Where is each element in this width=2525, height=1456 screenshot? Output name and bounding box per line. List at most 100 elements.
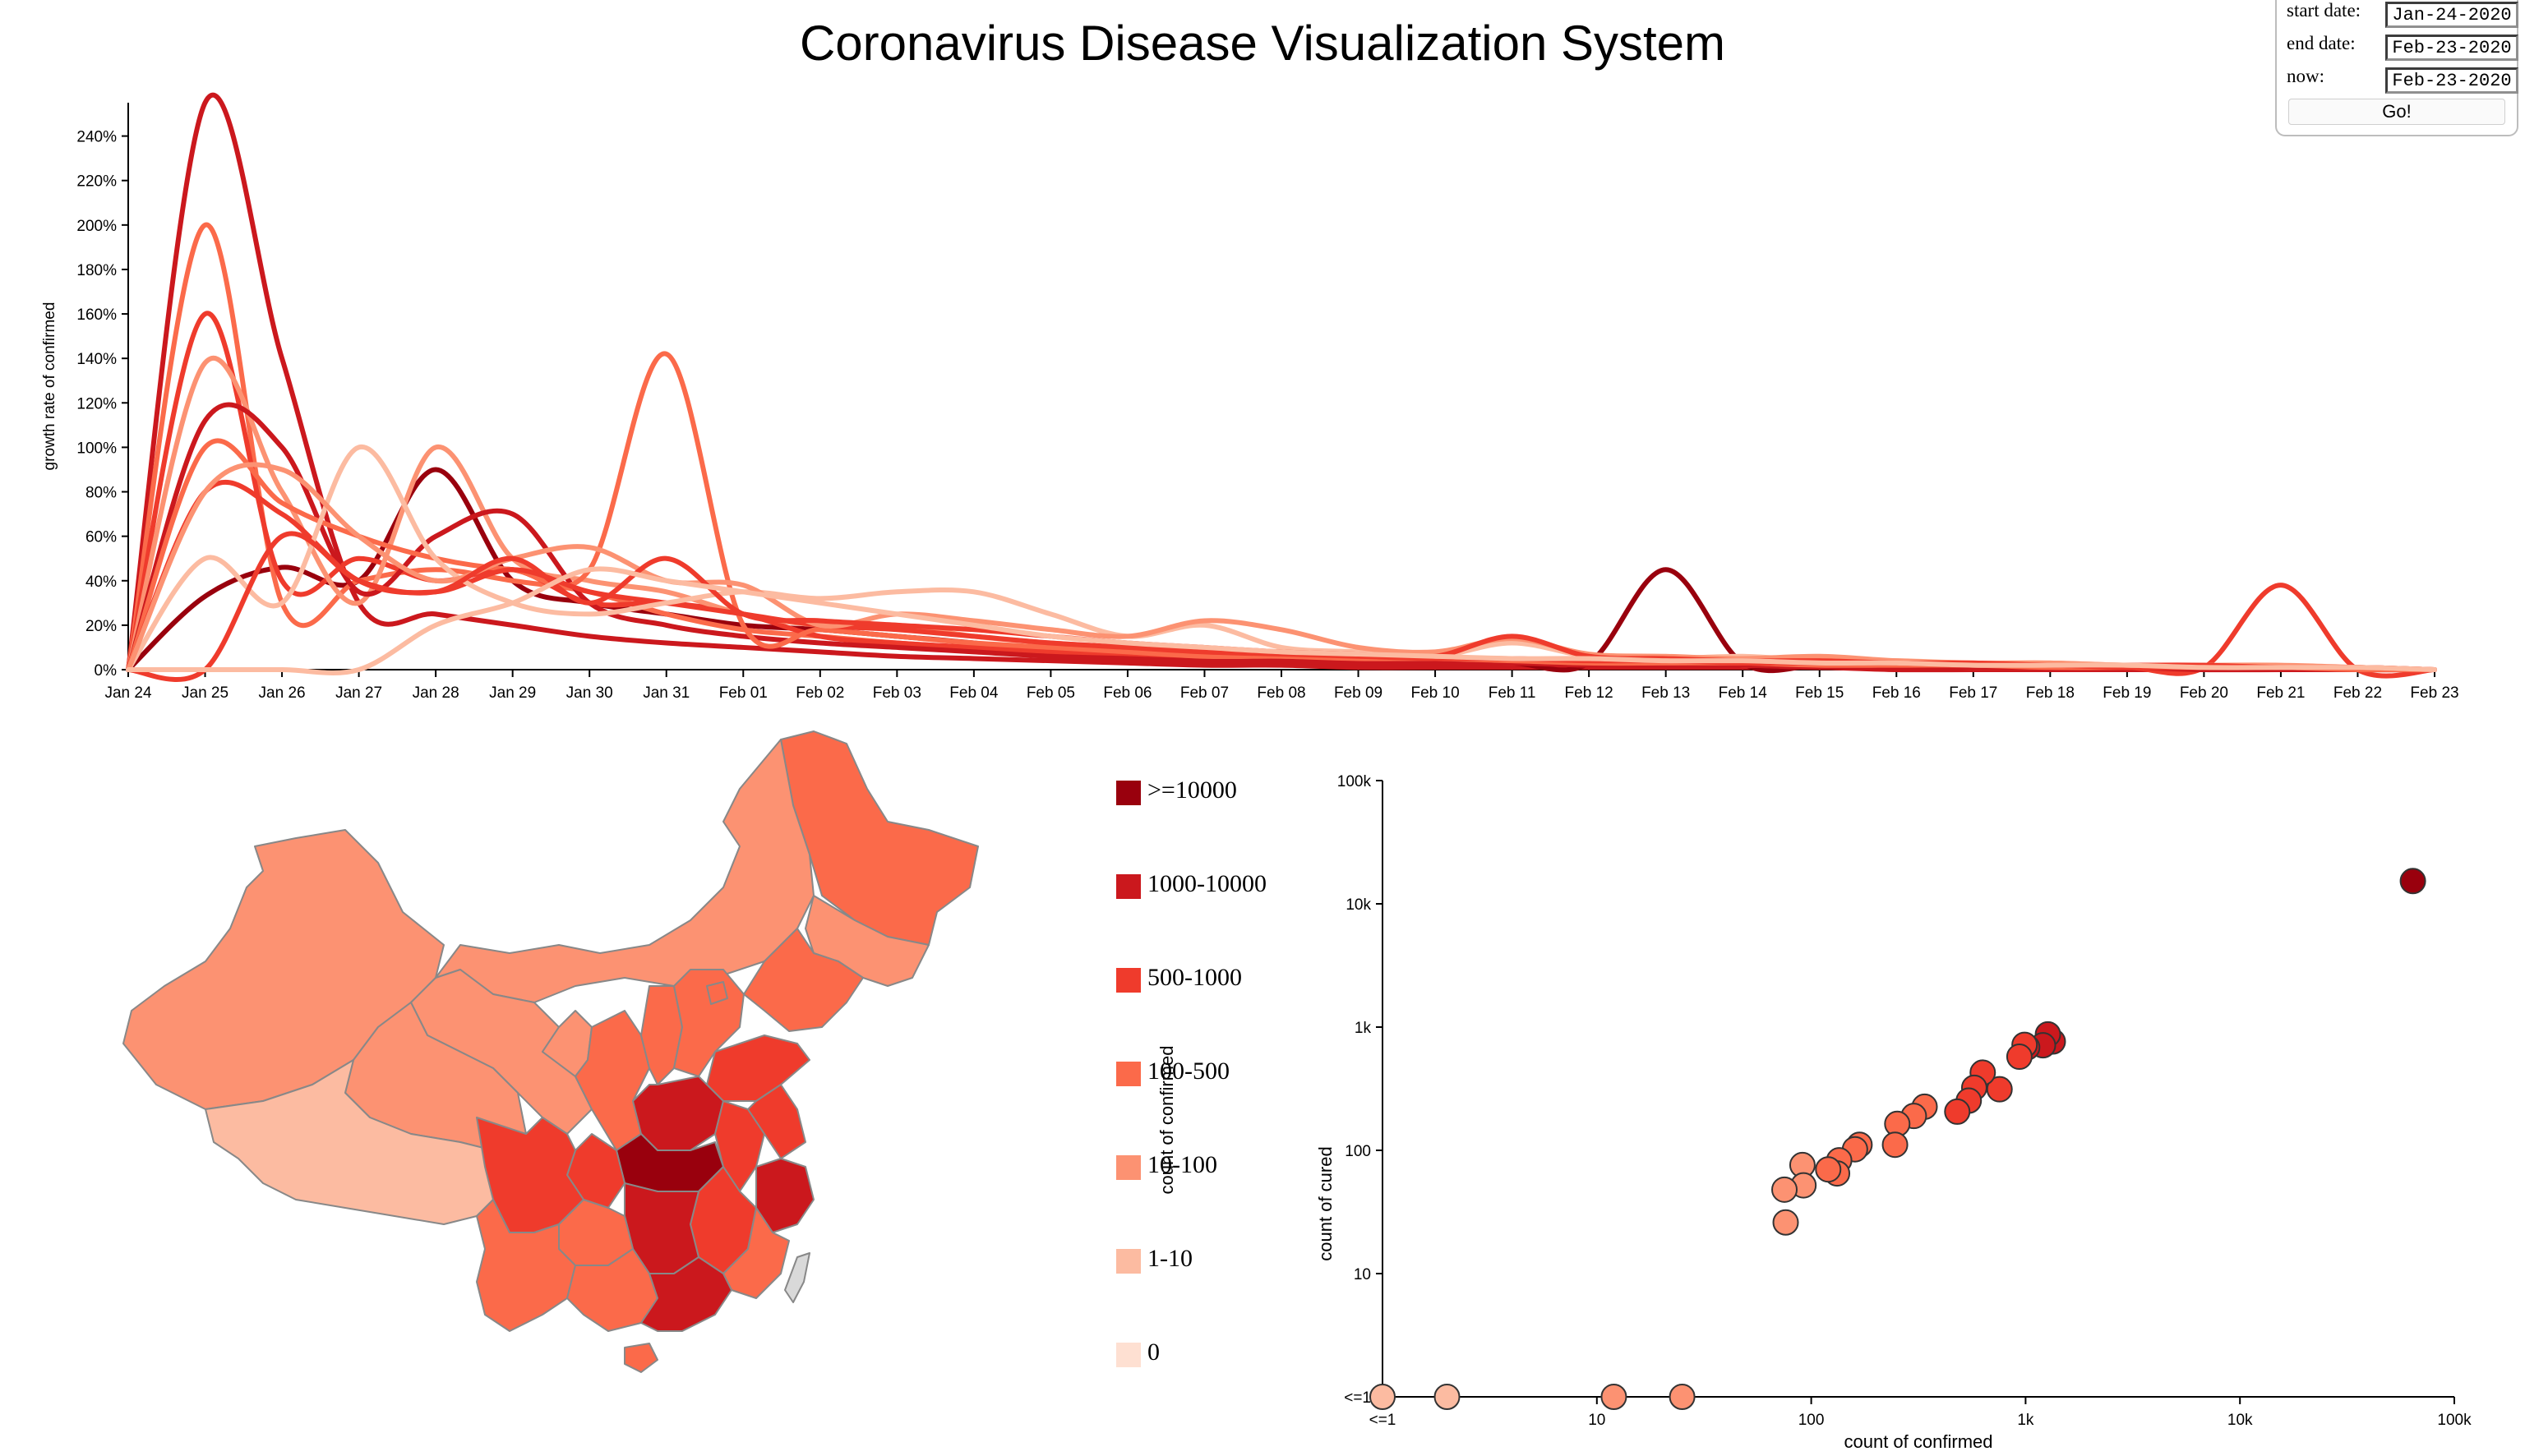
scatter-point-26[interactable] <box>1433 1384 1461 1410</box>
scatter-x-tick-label: <=1 <box>1369 1412 1396 1429</box>
line-chart-x-tick-label: Feb 17 <box>1949 684 1997 702</box>
line-chart-x-tick-label: Feb 23 <box>2410 684 2458 702</box>
line-chart-x-tick-label: Jan 25 <box>182 684 228 702</box>
start-date-label: start date: <box>2287 0 2361 21</box>
line-chart-x-tick-label: Feb 12 <box>1565 684 1613 702</box>
scatter-x-tick-label: 10 <box>1588 1412 1605 1429</box>
line-chart-y-axis-label: growth rate of confirmed <box>41 302 58 471</box>
scatter-y-tick-label: 100k <box>1337 773 1372 790</box>
line-chart-x-tick-label: Feb 06 <box>1103 684 1152 702</box>
line-chart-y-tick-label: 140% <box>76 351 117 368</box>
line-chart-x-tick-label: Feb 07 <box>1180 684 1229 702</box>
scatter-y-tick-label: 100 <box>1345 1143 1371 1160</box>
line-chart-y-tick-label: 240% <box>76 129 117 146</box>
scatter-point-25[interactable] <box>1369 1384 1396 1410</box>
legend-label-5: 1-10 <box>1147 1245 1193 1272</box>
end-date-input[interactable] <box>2385 35 2518 61</box>
scatter-x-tick-label: 10k <box>2227 1412 2253 1429</box>
now-date-input[interactable] <box>2385 67 2518 94</box>
legend-swatch-1 <box>1116 874 1141 899</box>
scatter-y-axis-label: count of cured <box>1315 1146 1336 1260</box>
line-chart-y-tick-label: 180% <box>76 262 117 279</box>
legend-label-6: 0 <box>1147 1339 1160 1366</box>
start-date-input[interactable] <box>2385 2 2518 28</box>
map-region-beijing[interactable] <box>706 981 728 1005</box>
map-region-jiangsu[interactable] <box>747 1084 806 1159</box>
line-chart-x-tick-label: Feb 21 <box>2256 684 2305 702</box>
line-chart-x-tick-label: Feb 20 <box>2180 684 2228 702</box>
map-region-yunnan[interactable] <box>476 1199 576 1332</box>
legend-label-0: >=10000 <box>1147 776 1237 804</box>
line-chart-x-tick-label: Feb 16 <box>1872 684 1921 702</box>
scatter-point-6[interactable] <box>2006 1044 2033 1071</box>
line-chart-x-tick-label: Feb 18 <box>2026 684 2075 702</box>
scatter-x-tick-label: 1k <box>2017 1412 2034 1429</box>
map-region-hainan[interactable] <box>624 1343 658 1373</box>
map-region-guangdong[interactable] <box>640 1256 732 1332</box>
legend-swatch-3 <box>1116 1062 1141 1086</box>
legend-swatch-6 <box>1116 1343 1141 1367</box>
line-chart-y-tick-label: 200% <box>76 218 117 235</box>
scatter-y-tick-label: <=1 <box>1344 1389 1371 1407</box>
now-date-label: now: <box>2287 66 2324 86</box>
line-chart-x-tick-label: Jan 28 <box>413 684 459 702</box>
scatter-x-tick-label: 100k <box>2437 1412 2472 1429</box>
line-chart-x-tick-label: Jan 30 <box>566 684 613 702</box>
line-chart-x-tick-label: Feb 14 <box>1719 684 1768 702</box>
legend-swatch-4 <box>1116 1155 1141 1180</box>
line-chart-x-tick-label: Feb 11 <box>1489 684 1536 702</box>
scatter-point-0[interactable] <box>2399 868 2426 895</box>
go-button[interactable]: Go! <box>2288 99 2505 125</box>
line-chart-x-tick-label: Feb 22 <box>2333 684 2382 702</box>
line-chart-y-tick-label: 80% <box>85 485 117 502</box>
line-chart-y-tick-label: 0% <box>95 662 118 680</box>
legend-label-4: 10-100 <box>1147 1151 1217 1178</box>
line-chart-x-tick-label: Feb 05 <box>1027 684 1075 702</box>
line-chart-x-tick-label: Feb 19 <box>2103 684 2151 702</box>
map-region-heilongjiang[interactable] <box>780 730 979 946</box>
scatter-point-28[interactable] <box>1669 1384 1696 1410</box>
map-region-liaoning[interactable] <box>743 928 864 1032</box>
line-chart-x-tick-label: Feb 01 <box>719 684 768 702</box>
line-chart-x-tick-label: Feb 15 <box>1795 684 1844 702</box>
map-region-taiwan[interactable] <box>784 1252 810 1303</box>
line-chart-x-tick-label: Feb 10 <box>1410 684 1459 702</box>
line-chart-y-tick-label: 220% <box>76 173 117 191</box>
scatter-point-23[interactable] <box>1771 1176 1798 1203</box>
line-chart-x-tick-label: Feb 08 <box>1257 684 1305 702</box>
start-date-row: start date: <box>2285 0 2518 31</box>
scatter-y-tick-label: 1k <box>1355 1020 1372 1037</box>
legend-swatch-0 <box>1116 781 1141 805</box>
legend-label-1: 1000-10000 <box>1147 870 1267 897</box>
scatter-point-24[interactable] <box>1772 1209 1799 1236</box>
legend-label-3: 100-500 <box>1147 1057 1230 1085</box>
map-region-fujian[interactable] <box>722 1207 790 1299</box>
line-chart-y-tick-label: 100% <box>76 440 117 457</box>
line-chart-y-tick-label: 60% <box>85 529 117 546</box>
date-controls-panel: start date: end date: now: Go! <box>2275 0 2518 136</box>
scatter-y-tick-label: 10k <box>1346 896 1371 914</box>
line-chart-y-tick-label: 160% <box>76 306 117 324</box>
scatter-point-27[interactable] <box>1600 1384 1627 1410</box>
china-province-map <box>122 730 979 1373</box>
now-date-row: now: <box>2285 66 2518 97</box>
line-chart-y-tick-label: 20% <box>85 618 117 635</box>
line-chart-x-tick-label: Feb 02 <box>796 684 844 702</box>
line-chart-x-tick-label: Jan 31 <box>643 684 690 702</box>
scatter-point-20[interactable] <box>1815 1156 1842 1183</box>
end-date-row: end date: <box>2285 33 2518 64</box>
scatter-point-11[interactable] <box>1944 1098 1971 1125</box>
line-chart-y-tick-label: 40% <box>85 574 117 591</box>
line-chart-x-tick-label: Jan 27 <box>335 684 382 702</box>
scatter-point-15[interactable] <box>1881 1131 1909 1159</box>
legend-swatch-5 <box>1116 1249 1141 1274</box>
legend-label-2: 500-1000 <box>1147 964 1242 991</box>
legend-swatch-2 <box>1116 968 1141 993</box>
map-region-jilin[interactable] <box>805 895 930 987</box>
line-chart-x-tick-label: Feb 03 <box>873 684 921 702</box>
scatter-x-axis-label: count of confirmed <box>1844 1431 1993 1452</box>
scatter-y-tick-label: 10 <box>1354 1266 1371 1283</box>
scatter-x-tick-label: 100 <box>1798 1412 1825 1429</box>
growth-series-line-11[interactable] <box>126 566 2437 675</box>
